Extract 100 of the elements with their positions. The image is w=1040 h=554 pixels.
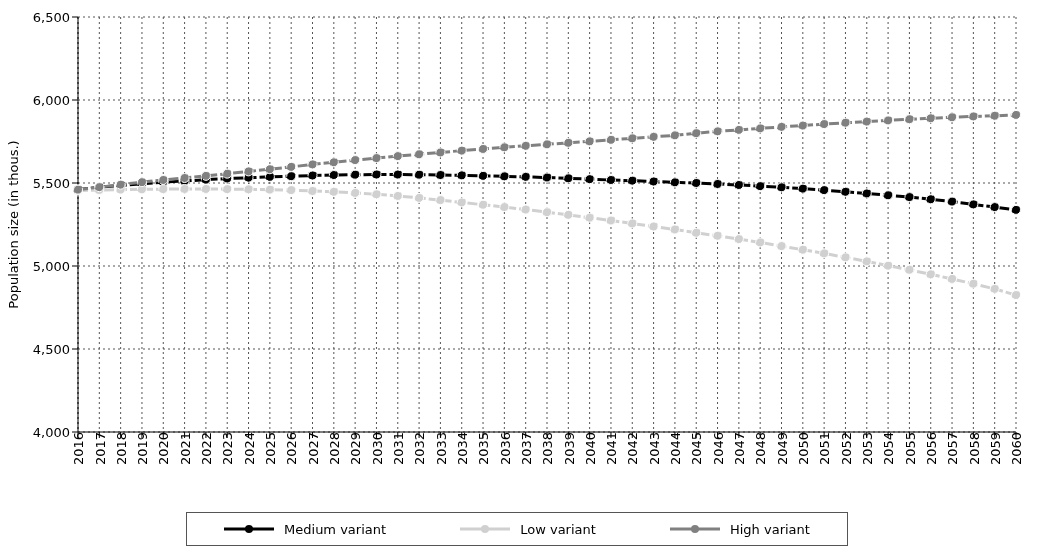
point [861, 188, 872, 199]
point [861, 116, 872, 127]
x-tick-label: 2058 [966, 432, 982, 466]
x-tick-label: 2044 [668, 432, 684, 466]
point [1011, 109, 1021, 120]
point [712, 179, 723, 189]
x-tick-label: 2016 [71, 432, 87, 466]
point [307, 170, 318, 181]
point [627, 175, 638, 186]
x-tick-label: 2060 [1009, 432, 1025, 466]
point [925, 113, 936, 124]
point [542, 172, 552, 183]
point [840, 186, 851, 197]
x-tick-label: 2040 [582, 432, 598, 466]
x-tick-label: 2046 [710, 432, 726, 466]
point [755, 237, 766, 248]
point [243, 166, 254, 177]
point [520, 140, 531, 151]
point [819, 119, 830, 130]
point [733, 179, 744, 190]
point [456, 197, 467, 208]
x-tick-label: 2059 [987, 432, 1003, 466]
x-tick-label: 2053 [860, 432, 875, 466]
x-tick-label: 2035 [476, 432, 492, 466]
x-tick-label: 2037 [518, 432, 534, 466]
legend-label: Medium variant [283, 521, 387, 537]
point [286, 161, 297, 172]
point [648, 131, 659, 142]
point [1011, 204, 1021, 215]
point [755, 123, 766, 134]
point [542, 139, 552, 150]
x-tick-label: 2052 [838, 432, 854, 466]
point [286, 171, 297, 182]
x-tick-label: 2048 [753, 432, 769, 466]
y-tick-label: 6,500 [32, 9, 70, 25]
point [904, 192, 915, 203]
x-tick-label: 2050 [796, 432, 812, 466]
point [200, 170, 211, 181]
point [755, 181, 766, 192]
point [947, 112, 958, 123]
point [307, 185, 318, 196]
point [584, 212, 595, 223]
point [776, 241, 787, 252]
point [350, 155, 361, 166]
point [648, 221, 659, 232]
y-tick-label: 6,000 [32, 92, 70, 108]
point [627, 133, 638, 144]
point [328, 186, 339, 197]
point [478, 199, 489, 210]
x-tick-label: 2056 [923, 432, 939, 466]
point [989, 283, 1000, 294]
point [286, 185, 297, 196]
point [414, 192, 425, 203]
point [584, 174, 595, 185]
point [200, 183, 211, 194]
point [222, 184, 233, 195]
x-tick-label: 2036 [497, 432, 513, 466]
x-tick-label: 2033 [433, 432, 449, 466]
x-tick-label: 2018 [113, 432, 129, 466]
point [456, 145, 467, 156]
point [605, 134, 616, 145]
point [691, 128, 702, 139]
point [840, 117, 851, 128]
point [435, 170, 446, 181]
point [968, 278, 979, 289]
x-tick-label: 2031 [391, 432, 406, 466]
x-tick-label: 2049 [774, 432, 790, 466]
point [328, 157, 339, 168]
point [350, 169, 361, 180]
point [947, 196, 958, 207]
x-tick-label: 2034 [454, 432, 470, 466]
x-tick-label: 2055 [902, 432, 918, 466]
point [819, 248, 830, 259]
point [776, 121, 787, 132]
point [179, 183, 190, 194]
x-tick-label: 2025 [263, 432, 279, 466]
point [605, 175, 616, 186]
point [925, 194, 936, 205]
x-tick-label: 2047 [732, 432, 748, 466]
y-tick-label: 5,500 [32, 175, 70, 191]
point [627, 218, 638, 229]
point [925, 269, 936, 280]
x-tick-label: 2030 [369, 432, 385, 466]
legend-label: Low variant [519, 521, 596, 537]
point [456, 170, 467, 181]
y-tick-label: 4,500 [32, 341, 70, 357]
x-tick-label: 2042 [625, 432, 641, 466]
point [605, 215, 616, 226]
point [414, 169, 425, 180]
point [499, 171, 510, 182]
point [883, 190, 894, 201]
point [883, 115, 894, 126]
point [520, 204, 531, 215]
x-tick-label: 2020 [156, 432, 172, 466]
point [989, 202, 1000, 213]
point [968, 111, 979, 122]
point [968, 199, 979, 210]
x-tick-label: 2043 [646, 432, 662, 466]
x-tick-label: 2028 [327, 432, 343, 466]
point [669, 224, 680, 235]
